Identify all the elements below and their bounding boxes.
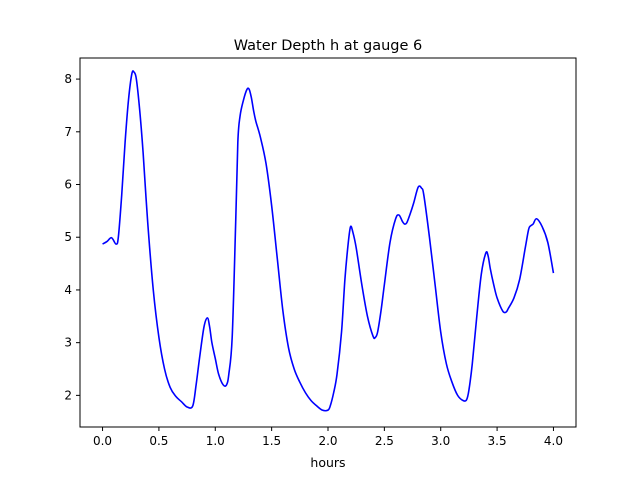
- x-tick-label: 0.0: [93, 434, 112, 448]
- x-tick-label: 0.5: [149, 434, 168, 448]
- x-axis-label: hours: [310, 455, 345, 470]
- x-tick-label: 1.5: [262, 434, 281, 448]
- y-tick-label: 3: [64, 336, 72, 350]
- y-tick-label: 6: [64, 178, 72, 192]
- x-tick-label: 2.5: [375, 434, 394, 448]
- y-tick-label: 8: [64, 72, 72, 86]
- chart-title: Water Depth h at gauge 6: [234, 38, 422, 54]
- plot-area: 0.0 0.5 1.0 1.5 2.0 2.5 3.0 3.5 4.0 2 3 4 5 6 7 8: [64, 57, 577, 448]
- y-tick-label: 7: [64, 125, 72, 139]
- y-tick-label: 2: [64, 388, 72, 402]
- x-tick-label: 1.0: [206, 434, 225, 448]
- x-tick-label: 2.0: [318, 434, 337, 448]
- x-tick-label: 4.0: [544, 434, 563, 448]
- x-axis: 0.0 0.5 1.0 1.5 2.0 2.5 3.0 3.5 4.0: [93, 427, 563, 448]
- x-tick-label: 3.0: [431, 434, 450, 448]
- series-layer: [102, 70, 555, 412]
- y-axis: 2 3 4 5 6 7 8: [64, 72, 80, 402]
- y-tick-label: 5: [64, 230, 72, 244]
- x-tick-label: 3.5: [488, 434, 507, 448]
- series-line: [102, 70, 555, 412]
- y-tick-label: 4: [64, 283, 72, 297]
